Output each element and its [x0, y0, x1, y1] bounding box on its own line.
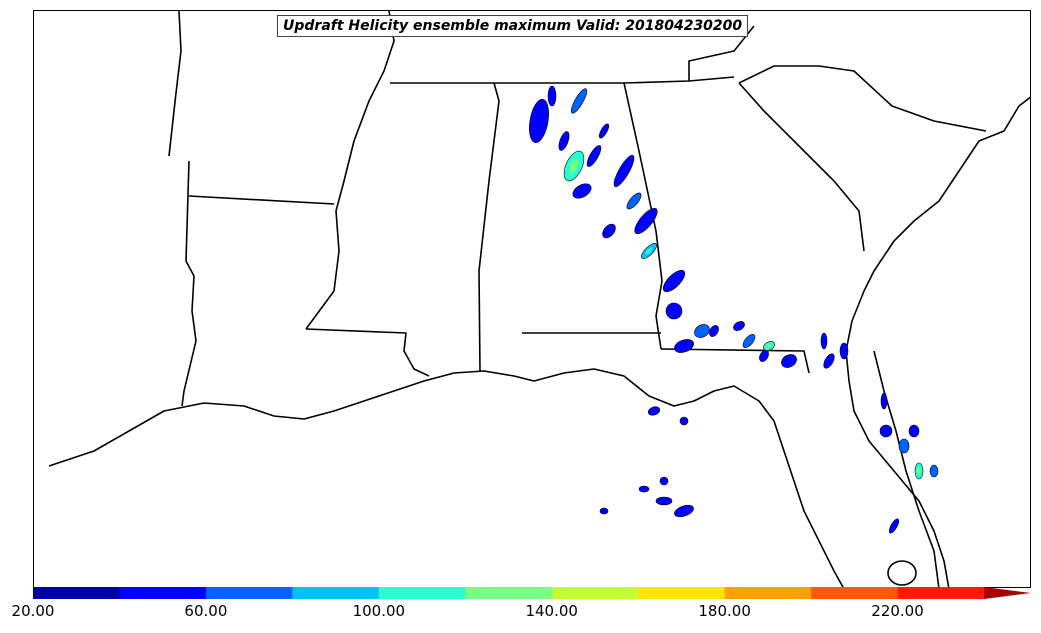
ar-east-border	[168, 11, 182, 157]
helicity-cell	[586, 145, 602, 167]
ga-fl-border	[660, 348, 810, 374]
helicity-cell	[879, 424, 893, 438]
colorbar-tick-label: 100.00	[352, 602, 406, 620]
colorbar-bin	[465, 587, 553, 599]
ga-north-border	[623, 76, 735, 84]
helicity-cell	[674, 339, 694, 353]
helicity-cell	[674, 504, 694, 518]
colorbar-tick-label: 220.00	[871, 602, 924, 620]
colorbar-tick-label: 180.00	[698, 602, 751, 620]
al-ga-border	[623, 82, 663, 350]
colorbar	[33, 587, 1031, 599]
helicity-cell-core	[766, 343, 772, 349]
ms-river	[305, 11, 395, 330]
nc-sc-border	[738, 65, 987, 132]
helicity-cell	[709, 325, 719, 337]
helicity-cell	[602, 223, 616, 239]
colorbar-svg	[33, 587, 1031, 599]
ms-al-border	[478, 82, 500, 372]
helicity-cell	[529, 98, 549, 144]
la-ms-border	[305, 328, 430, 377]
atlantic-coast	[845, 96, 1030, 587]
map-title: Updraft Helicity ensemble maximum Valid:…	[277, 15, 749, 37]
helicity-cell	[613, 154, 635, 188]
colorbar-bin	[897, 587, 985, 599]
helicity-cell	[898, 438, 910, 454]
helicity-cell	[638, 485, 650, 493]
helicity-cell-core	[569, 159, 579, 173]
helicity-cell	[908, 424, 920, 438]
colorbar-bin	[378, 587, 466, 599]
helicity-cell	[759, 350, 769, 362]
helicity-cell	[558, 131, 570, 151]
colorbar-bin	[551, 587, 639, 599]
state-borders	[48, 11, 1030, 587]
colorbar-bin	[33, 587, 120, 599]
helicity-cell	[820, 332, 828, 350]
colorbar-bin	[638, 587, 726, 599]
map-frame	[33, 10, 1031, 588]
helicity-cell	[598, 123, 610, 139]
helicity-cell	[547, 85, 557, 107]
colorbar-extend-arrow	[984, 587, 1031, 599]
colorbar-bin	[292, 587, 380, 599]
helicity-cell	[679, 416, 689, 426]
helicity-cell	[655, 496, 673, 506]
ga-sc-border	[738, 82, 865, 252]
helicity-cell	[626, 192, 642, 210]
fl-east-coast	[873, 350, 940, 587]
helicity-cell	[742, 334, 756, 348]
colorbar-tick-label: 60.00	[184, 602, 228, 620]
state-boundaries-map	[48, 11, 1030, 587]
helicity-cell	[694, 324, 710, 338]
helicity-cell	[888, 518, 900, 534]
helicity-cell	[634, 207, 658, 235]
helicity-cell	[839, 342, 849, 360]
helicity-cell	[823, 353, 835, 369]
lake-okeechobee	[887, 560, 917, 586]
colorbar-bin	[205, 587, 293, 599]
colorbar-bin	[119, 587, 207, 599]
colorbar-tick-label: 140.00	[525, 602, 578, 620]
helicity-cell	[733, 321, 745, 331]
colorbar-bin	[811, 587, 899, 599]
helicity-cell	[659, 476, 669, 486]
helicity-cell	[929, 464, 939, 478]
tx-la-border	[181, 160, 197, 407]
colorbar-tick-label: 20.00	[11, 602, 55, 620]
helicity-cell	[647, 406, 661, 416]
ar-la-border	[188, 195, 335, 205]
helicity-cell	[570, 88, 588, 114]
helicity-cell	[662, 269, 686, 293]
helicity-cell	[781, 354, 797, 368]
helicity-cell	[599, 507, 609, 515]
helicity-cell	[572, 183, 592, 199]
helicity-cell-core	[917, 467, 921, 475]
gulf-coast-west	[48, 368, 844, 587]
tn-ky-north	[688, 25, 755, 81]
helicity-cells	[529, 85, 939, 534]
helicity-cell-core	[645, 247, 653, 255]
colorbar-bin	[724, 587, 812, 599]
helicity-cell	[880, 392, 888, 410]
helicity-cell	[665, 302, 683, 320]
